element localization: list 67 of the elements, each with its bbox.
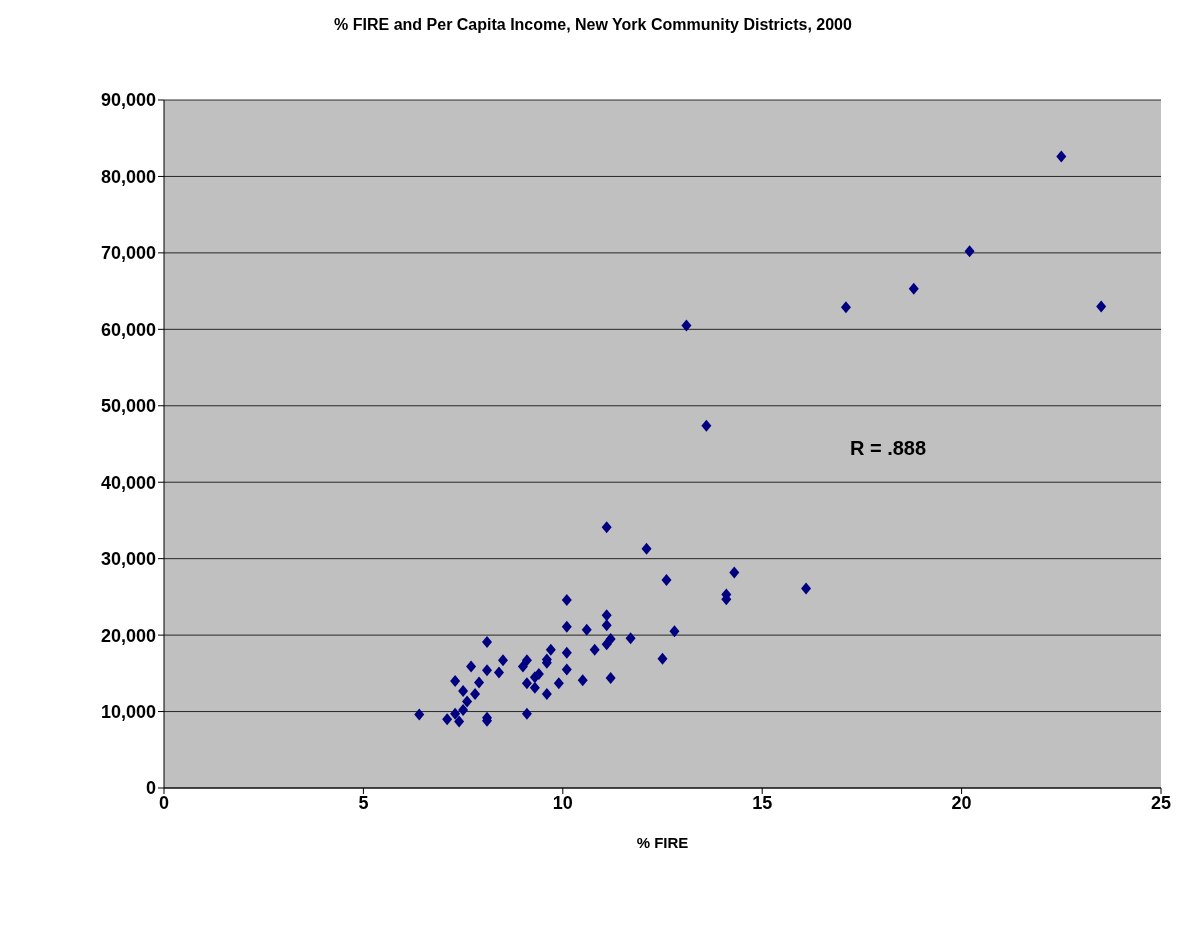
annotation: R = .888 bbox=[849, 437, 927, 461]
point bbox=[470, 687, 481, 700]
x-tick-label: 20 bbox=[951, 792, 972, 813]
point bbox=[482, 664, 493, 677]
point bbox=[1056, 150, 1067, 163]
point bbox=[541, 687, 552, 700]
point bbox=[701, 419, 712, 432]
point bbox=[497, 654, 508, 667]
point bbox=[521, 677, 532, 690]
point bbox=[493, 666, 504, 679]
point bbox=[669, 625, 680, 638]
point bbox=[454, 715, 465, 728]
point bbox=[605, 632, 616, 645]
point bbox=[450, 707, 461, 720]
point bbox=[474, 676, 485, 689]
point bbox=[625, 632, 636, 645]
point bbox=[657, 652, 668, 665]
point bbox=[661, 574, 672, 587]
point bbox=[840, 301, 851, 314]
y-tick-label: 80,000 bbox=[100, 166, 156, 187]
point bbox=[561, 646, 572, 659]
y-tick-label: 20,000 bbox=[100, 625, 156, 646]
point bbox=[458, 684, 469, 697]
y-tick-label: 30,000 bbox=[100, 549, 156, 570]
y-tick-label: 90,000 bbox=[100, 90, 156, 111]
point bbox=[462, 695, 473, 708]
point bbox=[458, 704, 469, 717]
y-tick-label: 40,000 bbox=[100, 472, 156, 493]
y-tick-label: 10,000 bbox=[100, 701, 156, 722]
point bbox=[601, 619, 612, 632]
point bbox=[561, 620, 572, 633]
point bbox=[414, 708, 425, 721]
point bbox=[482, 635, 493, 648]
point bbox=[561, 593, 572, 606]
point bbox=[801, 582, 812, 595]
x-tick-label: 5 bbox=[358, 792, 369, 813]
point bbox=[641, 542, 652, 555]
y-tick-label: 0 bbox=[145, 778, 156, 799]
x-tick-label: 25 bbox=[1150, 792, 1172, 813]
x-tick-label: 10 bbox=[552, 792, 573, 813]
point bbox=[681, 319, 692, 332]
point bbox=[466, 660, 477, 673]
point bbox=[601, 609, 612, 622]
x-tick-label: 15 bbox=[752, 792, 773, 813]
point bbox=[908, 282, 919, 295]
y-tick-label: 50,000 bbox=[100, 396, 156, 417]
y-tick-label: 60,000 bbox=[100, 319, 156, 340]
point bbox=[521, 707, 532, 720]
x-axis-title: % FIRE bbox=[636, 834, 689, 851]
point bbox=[964, 245, 975, 258]
point bbox=[601, 521, 612, 534]
point bbox=[450, 674, 461, 687]
point bbox=[581, 623, 592, 636]
point bbox=[577, 674, 588, 687]
point bbox=[442, 713, 453, 726]
chart-title: % FIRE and Per Capita Income, New York Community Districts, 2000 bbox=[333, 16, 853, 34]
point bbox=[521, 654, 532, 667]
point bbox=[589, 643, 600, 656]
y-tick-label: 70,000 bbox=[100, 243, 156, 264]
point bbox=[561, 663, 572, 676]
point bbox=[1096, 300, 1107, 313]
point bbox=[729, 566, 740, 579]
point bbox=[605, 671, 616, 684]
point bbox=[553, 677, 564, 690]
x-tick-label: 0 bbox=[158, 792, 170, 813]
point bbox=[529, 681, 540, 694]
point bbox=[545, 643, 556, 656]
